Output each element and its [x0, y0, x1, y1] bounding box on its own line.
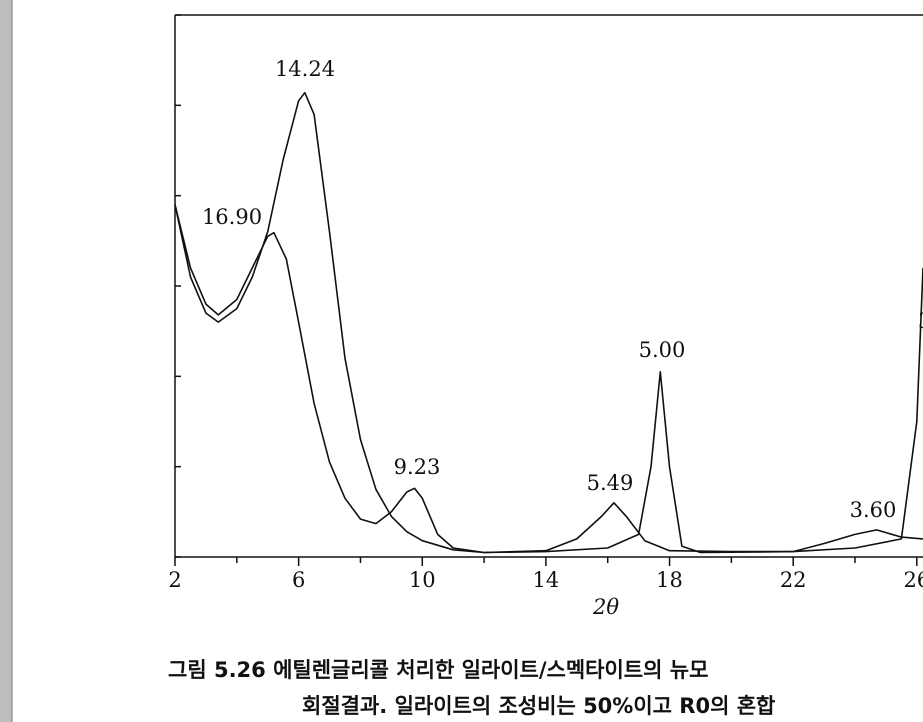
x-tick-label: 2: [168, 568, 181, 592]
peak-label: 9.23: [394, 455, 441, 479]
x-tick-label: 10: [409, 568, 436, 592]
x-tick-label: 6: [292, 568, 305, 592]
peak-label: 3.60: [850, 498, 897, 522]
caption-line: 그림 5.26 에틸렌글리콜 처리한 일라이트/스멕타이트의 뉴모: [168, 658, 708, 682]
curve: [174, 204, 923, 554]
caption-line: 회절결과. 일라이트의 조성비는 50%이고 R0의 혼합: [302, 694, 775, 718]
x-axis-label: 2θ: [592, 595, 619, 619]
peak-label: 16.90: [202, 205, 262, 229]
peak-label: 5.49: [587, 471, 634, 495]
x-tick-label: 18: [656, 568, 683, 592]
x-tick-label: 14: [533, 568, 560, 592]
peak-label: 14.24: [275, 57, 335, 81]
peak-label: 5.00: [639, 338, 686, 362]
x-tick-label: 26: [903, 568, 923, 592]
peak-label: 3: [918, 309, 923, 333]
page-margin: [0, 0, 12, 722]
x-tick-label: 22: [780, 568, 807, 592]
curve: [174, 91, 923, 554]
